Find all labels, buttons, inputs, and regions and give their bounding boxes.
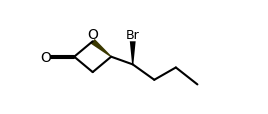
- Polygon shape: [130, 42, 136, 65]
- Text: O: O: [87, 27, 98, 41]
- Text: O: O: [40, 50, 51, 64]
- Text: Br: Br: [126, 29, 140, 41]
- Polygon shape: [91, 40, 111, 58]
